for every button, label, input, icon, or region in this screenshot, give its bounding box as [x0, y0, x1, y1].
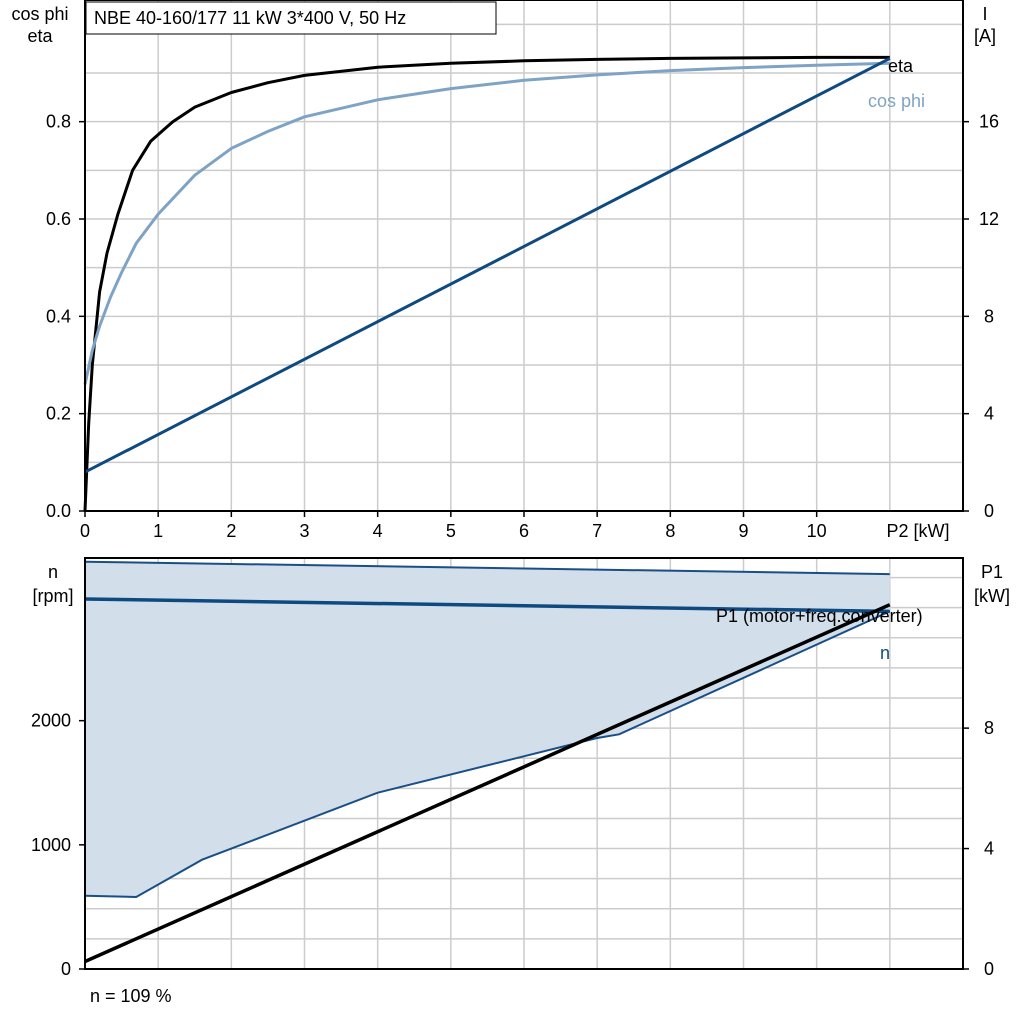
top-left-axis-label-line2: eta: [27, 26, 53, 46]
chart-title: NBE 40-160/177 11 kW 3*400 V, 50 Hz: [94, 8, 406, 28]
bottom-left-axis-label-line1: n: [48, 562, 58, 582]
bottom-right-axis-label-line1: P1: [981, 562, 1003, 582]
x-tick-label: 8: [665, 521, 675, 541]
bottom-left-tick-label: 2000: [31, 711, 71, 731]
bottom-left-axis-label-line2: [rpm]: [32, 586, 73, 606]
x-tick-label: 2: [226, 521, 236, 541]
bottom-right-tick-label: 0: [984, 959, 994, 979]
top-right-tick-label: 16: [979, 112, 999, 132]
speed-percentage-note: n = 109 %: [90, 986, 172, 1006]
top-right-tick-label: 8: [984, 306, 994, 326]
bottom-left-tick-label: 0: [61, 959, 71, 979]
bottom-right-axis-label-line2: [kW]: [974, 586, 1010, 606]
x-tick-label: 10: [807, 521, 827, 541]
eta-curve: [83, 55, 890, 512]
top-left-tick-label: 0.2: [46, 404, 71, 424]
bottom-left-tick-label: 1000: [31, 835, 71, 855]
cos-phi-curve: [83, 61, 890, 385]
top-left-tick-label: 0.4: [46, 306, 71, 326]
bottom-plot-frame: [84, 557, 964, 970]
x-axis-label: P2 [kW]: [886, 521, 949, 541]
bottom-tick-labels: 0 1000 2000 0 4 8: [31, 711, 994, 979]
n-curve-label: n: [880, 643, 890, 663]
x-tick-label: 0: [80, 521, 90, 541]
top-left-tick-label: 0.6: [46, 209, 71, 229]
eta-curve-label: eta: [888, 56, 914, 76]
top-right-axis-label-line1: I: [982, 4, 987, 24]
current-curve: [84, 57, 891, 474]
x-tick-label: 5: [446, 521, 456, 541]
top-left-axis-label-line1: cos phi: [11, 4, 68, 24]
x-tick-label: 6: [519, 521, 529, 541]
x-tick-label: 9: [738, 521, 748, 541]
top-left-tick-label: 0.0: [46, 501, 71, 521]
title-box: [85, 1, 497, 35]
top-right-axis-label-line2: [A]: [974, 26, 996, 46]
cos-phi-curve-label: cos phi: [868, 91, 925, 111]
bottom-right-tick-label: 8: [984, 718, 994, 738]
bottom-series-group: [84, 597, 891, 964]
speed-range-upper-line: [84, 560, 890, 576]
p1-curve-label: P1 (motor+freq.converter): [716, 606, 923, 626]
top-right-tick-label: 4: [984, 404, 994, 424]
top-right-tick-label: 12: [979, 209, 999, 229]
x-tick-label: 7: [592, 521, 602, 541]
top-grid: [85, 0, 963, 511]
top-left-tick-label: 0.8: [46, 112, 71, 132]
bottom-right-tick-label: 4: [984, 839, 994, 859]
p1-power-curve: [84, 603, 891, 964]
x-tick-label: 3: [299, 521, 309, 541]
speed-range-band: [85, 561, 890, 897]
speed-n-curve: [84, 597, 890, 614]
top-series-group: [83, 55, 891, 512]
x-tick-label: 1: [153, 521, 163, 541]
speed-range-lower-line: [84, 610, 891, 899]
top-right-tick-label: 0: [984, 501, 994, 521]
x-tick-label: 4: [373, 521, 383, 541]
